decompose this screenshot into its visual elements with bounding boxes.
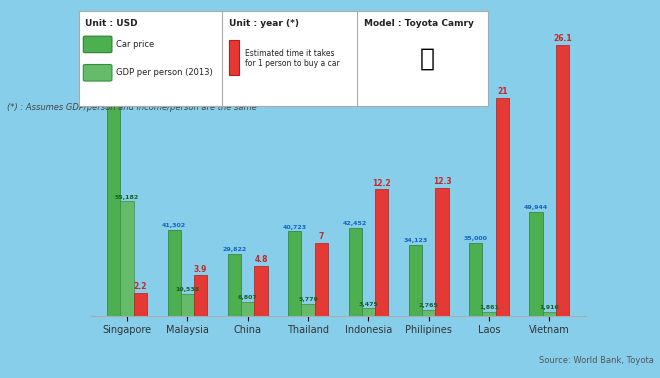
Bar bbox=[121, 201, 134, 316]
Text: Model : Toyota Camry: Model : Toyota Camry bbox=[364, 19, 473, 28]
Text: 1,910: 1,910 bbox=[539, 305, 559, 310]
Text: 34,123: 34,123 bbox=[403, 238, 428, 243]
Bar bbox=[168, 230, 181, 316]
Text: Estimated time it takes
for 1 person to buy a car: Estimated time it takes for 1 person to … bbox=[245, 49, 340, 68]
Text: 21: 21 bbox=[497, 87, 508, 96]
Text: 2,765: 2,765 bbox=[419, 303, 439, 308]
Bar bbox=[107, 54, 121, 316]
Bar bbox=[315, 243, 328, 316]
Text: Unit : year (*): Unit : year (*) bbox=[228, 19, 298, 28]
Text: (*) : Assumes GDP/person and income/person are the same: (*) : Assumes GDP/person and income/pers… bbox=[7, 102, 256, 112]
Text: 29,822: 29,822 bbox=[222, 247, 247, 252]
Text: 55,182: 55,182 bbox=[115, 195, 139, 200]
Bar bbox=[302, 304, 315, 316]
Bar bbox=[241, 302, 254, 316]
Text: 12.3: 12.3 bbox=[433, 177, 451, 186]
FancyBboxPatch shape bbox=[83, 65, 112, 81]
Bar bbox=[556, 45, 570, 316]
Text: 5,779: 5,779 bbox=[298, 297, 318, 302]
Bar bbox=[543, 312, 556, 316]
Bar bbox=[409, 245, 422, 316]
Text: 2.2: 2.2 bbox=[134, 282, 147, 291]
Bar bbox=[288, 231, 302, 316]
Bar bbox=[254, 266, 268, 316]
Bar bbox=[436, 188, 449, 316]
Text: 12.2: 12.2 bbox=[372, 178, 391, 187]
Text: 42,452: 42,452 bbox=[343, 221, 367, 226]
Text: 3,475: 3,475 bbox=[358, 302, 378, 307]
Text: 1,861: 1,861 bbox=[479, 305, 499, 310]
Bar bbox=[482, 312, 496, 316]
Text: Unit : USD: Unit : USD bbox=[85, 19, 138, 28]
FancyBboxPatch shape bbox=[83, 36, 112, 53]
Bar bbox=[228, 40, 239, 75]
Bar bbox=[496, 98, 509, 316]
Text: 7: 7 bbox=[319, 232, 324, 242]
Text: 26.1: 26.1 bbox=[553, 34, 572, 43]
Bar bbox=[134, 293, 147, 316]
Bar bbox=[181, 294, 194, 316]
Text: 35,000: 35,000 bbox=[464, 236, 488, 242]
Text: 🚗: 🚗 bbox=[420, 46, 434, 71]
Text: 41,302: 41,302 bbox=[162, 223, 186, 228]
Text: 4.8: 4.8 bbox=[254, 255, 268, 264]
Bar bbox=[422, 310, 436, 316]
Text: 3.9: 3.9 bbox=[194, 265, 207, 274]
Bar bbox=[469, 243, 482, 316]
Bar bbox=[228, 254, 241, 316]
Bar bbox=[375, 189, 388, 316]
Bar bbox=[529, 212, 543, 316]
Text: 6,807: 6,807 bbox=[238, 295, 257, 300]
Bar bbox=[362, 308, 375, 316]
Bar bbox=[194, 275, 207, 316]
Text: 40,723: 40,723 bbox=[282, 225, 307, 229]
Bar bbox=[348, 228, 362, 316]
Text: 126,245: 126,245 bbox=[100, 47, 128, 52]
Text: Source: World Bank, Toyota: Source: World Bank, Toyota bbox=[539, 356, 653, 365]
Text: 49,944: 49,944 bbox=[524, 205, 548, 211]
Text: Car price: Car price bbox=[116, 40, 154, 49]
Text: 10,538: 10,538 bbox=[176, 287, 199, 292]
Text: GDP per person (2013): GDP per person (2013) bbox=[116, 68, 213, 77]
